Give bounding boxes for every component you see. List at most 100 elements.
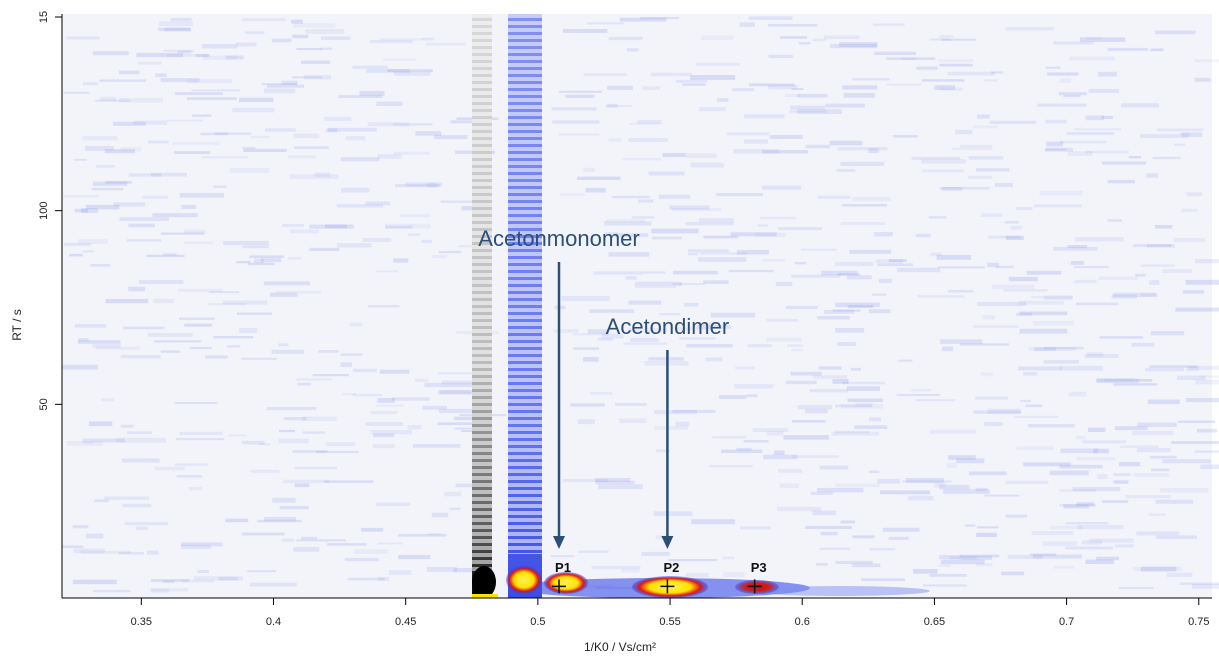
- noise-dash: [798, 42, 811, 45]
- noise-dash: [294, 146, 330, 150]
- noise-dash: [1098, 71, 1117, 77]
- noise-dash: [768, 85, 798, 90]
- noise-dash: [1045, 66, 1061, 69]
- noise-dash: [1145, 367, 1184, 372]
- noise-dash: [1088, 427, 1106, 433]
- noise-dash: [685, 572, 709, 578]
- noise-dash: [551, 107, 597, 111]
- noise-dash: [700, 252, 747, 255]
- noise-dash: [236, 260, 251, 264]
- noise-dash: [369, 39, 413, 44]
- noise-dash: [755, 232, 786, 238]
- noise-dash: [361, 527, 384, 532]
- noise-dash: [615, 233, 649, 238]
- noise-dash: [1060, 448, 1099, 454]
- noise-dash: [995, 265, 1014, 269]
- noise-dash: [852, 196, 891, 201]
- noise-dash: [868, 470, 880, 474]
- noise-dash: [1099, 336, 1144, 339]
- noise-dash: [154, 466, 185, 471]
- noise-dash: [608, 36, 643, 41]
- noise-dash: [1047, 72, 1079, 76]
- noise-dash: [128, 173, 162, 177]
- noise-dash: [414, 378, 429, 382]
- noise-dash: [94, 499, 109, 503]
- noise-dash: [195, 54, 209, 58]
- noise-dash: [431, 512, 449, 518]
- noise-dash: [1008, 276, 1038, 282]
- noise-dash: [258, 443, 271, 446]
- noise-dash: [939, 87, 963, 91]
- noise-dash: [266, 406, 317, 411]
- noise-dash: [78, 337, 89, 342]
- noise-dash: [287, 155, 316, 159]
- noise-dash: [139, 280, 184, 285]
- noise-dash: [837, 146, 888, 151]
- noise-dash: [593, 271, 643, 275]
- noise-dash: [1162, 459, 1211, 464]
- noise-dash: [120, 424, 134, 428]
- noise-dash: [104, 149, 135, 154]
- noise-dash: [1098, 276, 1138, 281]
- noise-dash: [709, 464, 753, 468]
- noise-dash: [291, 19, 303, 24]
- noise-dash: [583, 73, 628, 77]
- noise-dash: [816, 563, 828, 566]
- noise-dash: [1063, 94, 1081, 98]
- noise-dash: [1200, 375, 1219, 378]
- noise-dash: [562, 478, 609, 483]
- noise-dash: [913, 568, 938, 574]
- noise-dash: [99, 79, 147, 82]
- noise-dash: [1173, 237, 1206, 243]
- noise-dash: [150, 579, 190, 582]
- noise-dash: [292, 450, 328, 453]
- noise-dash: [947, 289, 974, 293]
- noise-dash: [425, 42, 466, 46]
- noise-dash: [62, 364, 99, 370]
- noise-dash: [829, 140, 863, 146]
- noise-dash: [324, 116, 352, 121]
- noise-dash: [92, 344, 121, 348]
- noise-dash: [153, 298, 175, 304]
- x-tick-label: 0.65: [924, 616, 945, 628]
- noise-dash: [629, 122, 661, 125]
- noise-dash: [1031, 531, 1074, 536]
- noise-dash: [95, 164, 115, 168]
- noise-dash: [749, 83, 795, 87]
- noise-dash: [324, 224, 348, 229]
- noise-dash: [1137, 422, 1177, 427]
- noise-dash: [177, 288, 223, 293]
- noise-dash: [294, 466, 337, 470]
- noise-dash: [840, 404, 884, 409]
- noise-dash: [63, 91, 90, 94]
- noise-dash: [1059, 78, 1072, 83]
- noise-dash: [791, 88, 804, 91]
- noise-dash: [160, 350, 181, 353]
- noise-dash: [572, 333, 609, 336]
- noise-dash: [1185, 397, 1219, 403]
- noise-dash: [1107, 219, 1122, 222]
- noise-dash: [768, 23, 818, 27]
- noise-dash: [852, 535, 875, 539]
- noise-dash: [840, 161, 885, 166]
- noise-dash: [939, 63, 973, 67]
- noise-dash: [898, 359, 913, 362]
- noise-dash: [1028, 346, 1077, 351]
- noise-dash: [906, 477, 944, 483]
- noise-dash: [1102, 161, 1147, 165]
- noise-dash: [1045, 119, 1067, 124]
- noise-dash: [922, 169, 964, 173]
- noise-dash: [918, 295, 965, 298]
- noise-dash: [1196, 428, 1218, 433]
- noise-dash: [832, 309, 861, 312]
- noise-dash: [147, 332, 193, 337]
- noise-dash: [120, 146, 142, 152]
- noise-dash: [1076, 435, 1087, 440]
- noise-dash: [179, 192, 224, 198]
- noise-dash: [174, 92, 223, 95]
- noise-dash: [703, 235, 738, 239]
- noise-dash: [180, 542, 223, 547]
- noise-dash: [987, 262, 999, 268]
- noise-dash: [1074, 266, 1109, 269]
- noise-dash: [281, 80, 298, 85]
